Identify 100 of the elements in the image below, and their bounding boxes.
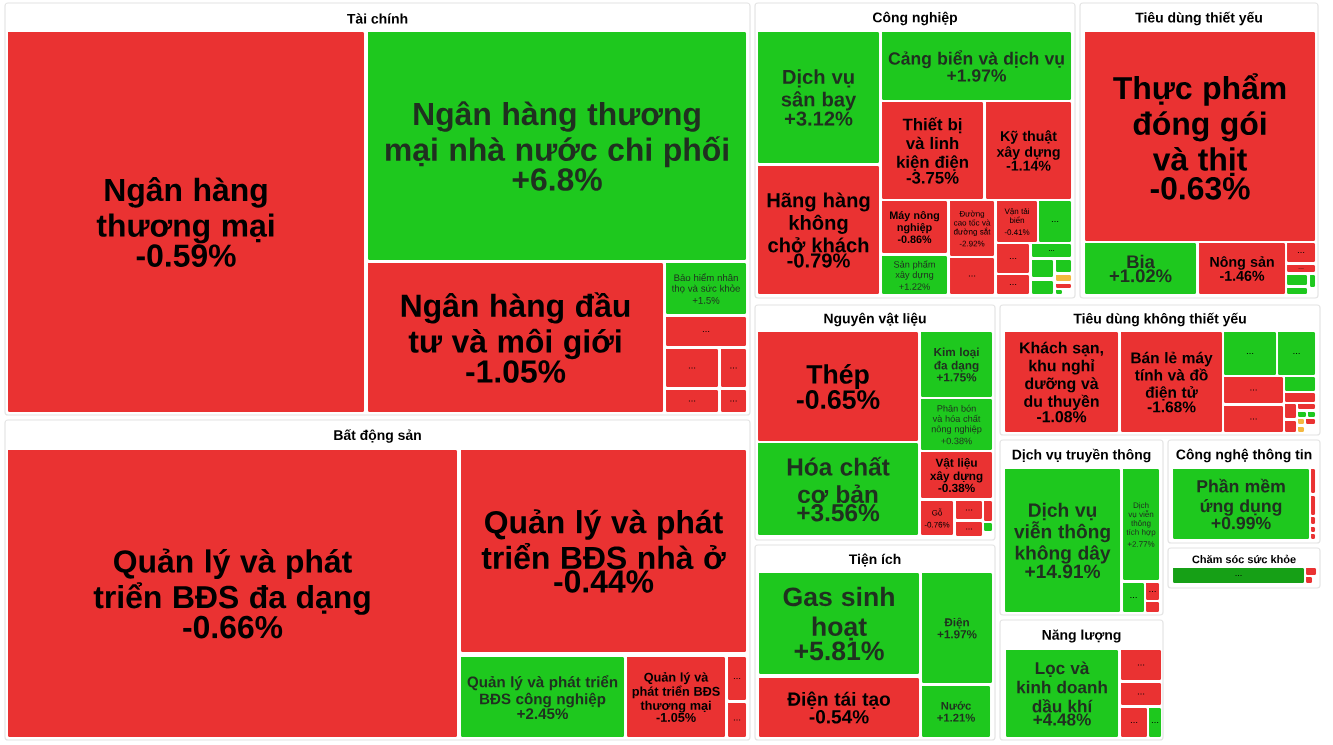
category-label: ...	[733, 719, 741, 721]
data-label: -0.63%	[1150, 177, 1250, 200]
category-label: ...	[688, 367, 696, 369]
category-label: Ngân hàng thương mại nhà nước chi phối	[386, 101, 728, 168]
category-label: Quản lý và phát triển BĐS đa dạng	[93, 548, 370, 615]
text: Dịch vụ truyền thông	[1012, 448, 1151, 463]
category-label: Bảo hiểm nhân thọ và sức khỏe	[671, 273, 740, 294]
data-label: -0.86%	[897, 235, 932, 244]
text: Năng lượng	[1042, 629, 1121, 643]
category-label: Cảng biển và dịch vụ	[888, 50, 1064, 69]
category-label: Sản phẩm xây dựng	[893, 260, 935, 280]
category-label: ...	[1235, 575, 1242, 576]
data-label: -1.08%	[1037, 411, 1087, 423]
data-label: +1.97%	[947, 69, 1007, 82]
data-label: -0.44%	[554, 570, 654, 593]
text: Chăm sóc sức khỏe	[1192, 554, 1296, 564]
category-label: ...	[1137, 664, 1145, 666]
category-label: Hãng hàng không chở khách	[767, 192, 870, 253]
category-label: Quản lý và phát triển BĐS nhà ở	[481, 509, 726, 570]
text: Nguyên vật liệu	[824, 312, 926, 327]
category-label: Phân bón và hóa chất nông nghiệp	[931, 404, 982, 435]
category-label: ...	[1130, 597, 1137, 599]
category-label: Quản lý và phát triển BĐS công nghiệp	[467, 674, 618, 708]
category-label: ...	[1250, 389, 1257, 391]
category-label: Nông sản	[1210, 256, 1274, 270]
data-label: -1.46%	[1220, 270, 1265, 281]
category-label: ...	[1149, 591, 1156, 593]
data-label: +1.75%	[936, 373, 977, 382]
text: Tiện ích	[848, 553, 901, 567]
data-label: -1.05%	[466, 360, 566, 383]
category-label: ...	[733, 678, 741, 680]
data-label: -0.65%	[796, 390, 880, 409]
data-label: +1.22%	[899, 283, 930, 290]
data-label: -1.05%	[656, 712, 696, 722]
category-label: Vật liệu xây dựng	[930, 457, 983, 483]
data-label: -0.79%	[787, 253, 850, 268]
category-label: ...	[1009, 258, 1017, 260]
data-label: +4.48%	[1033, 713, 1091, 726]
data-label: +5.81%	[794, 641, 884, 661]
category-label: ...	[730, 367, 737, 369]
data-label: +0.99%	[1211, 516, 1271, 530]
category-label: ...	[966, 528, 972, 530]
category-label: ...	[1009, 284, 1017, 286]
category-label: Lọc và kinh doanh dầu khí	[1017, 661, 1107, 713]
category-label: Nước	[941, 701, 971, 710]
data-label: -0.38%	[938, 483, 975, 493]
category-label: ...	[730, 400, 737, 402]
category-label: Hóa chất cơ bản	[787, 456, 890, 504]
data-label: -0.66%	[183, 615, 283, 639]
text: Tiêu dùng thiết yếu	[1135, 11, 1262, 26]
category-label: ...	[702, 331, 710, 333]
category-label: Gas sinh hoạt	[783, 586, 894, 641]
category-label: Ngân hàng thương mại	[96, 177, 274, 244]
category-label: Thép	[806, 364, 869, 390]
text: Tài chính	[347, 13, 408, 24]
text: Công nghiệp	[872, 11, 958, 26]
category-label: Phần mềm ứng dụng	[1197, 478, 1285, 516]
data-label: +3.12%	[784, 111, 853, 126]
category-label: Điện	[944, 617, 969, 629]
category-label: ...	[968, 275, 976, 277]
data-label: +1.02%	[1109, 269, 1172, 283]
data-label: -1.68%	[1147, 401, 1196, 413]
text: Tiêu dùng không thiết yếu	[1073, 312, 1246, 327]
category-label: ...	[1250, 418, 1257, 420]
category-label: ...	[1246, 353, 1254, 355]
category-label: Kim loại đa dạng	[934, 347, 979, 372]
category-label: ...	[1293, 353, 1300, 355]
data-label: +1.5%	[692, 296, 720, 304]
text: Bất động sản	[334, 429, 421, 443]
category-label: Thực phẩm đóng gói và thịt	[1113, 73, 1286, 177]
category-label: ...	[1137, 693, 1145, 695]
category-label: Thiết bị và linh kiện điện	[897, 117, 968, 171]
category-label: Kỹ thuật xây dựng	[996, 130, 1060, 160]
data-label: -1.14%	[1006, 160, 1051, 171]
data-label: -0.59%	[136, 244, 236, 267]
data-label: -3.75%	[906, 171, 959, 184]
data-label: +14.91%	[1025, 564, 1101, 579]
data-label: +0.38%	[941, 437, 972, 445]
category-label: Điện tái tạo	[787, 691, 890, 710]
category-label: Quản lý và phát triển BĐS thương mại	[632, 672, 720, 713]
category-label: Khách sạn, khu nghỉ dưỡng và du thuyền	[1020, 341, 1103, 411]
text: Công nghệ thông tin	[1176, 448, 1312, 463]
data-label: +6.8%	[512, 168, 602, 191]
category-label: Dịch vụ viễn thông không dây	[1014, 502, 1111, 564]
data-label: +2.45%	[517, 708, 568, 720]
category-label: ...	[1297, 252, 1305, 254]
data-label: +3.56%	[797, 504, 880, 522]
data-label: -0.54%	[809, 710, 869, 724]
category-label: Dịch vụ sân bay	[781, 69, 857, 111]
data-label: +1.21%	[937, 713, 975, 722]
category-label: Bán lẻ máy tính và đồ điện tử	[1131, 351, 1213, 401]
data-label: +1.97%	[937, 630, 977, 639]
category-label: ...	[688, 400, 696, 402]
category-label: ...	[1051, 221, 1059, 223]
category-label: ...	[1151, 722, 1159, 724]
category-label: Bia	[1127, 254, 1155, 269]
category-label: Ngân hàng đầu tư và môi giới	[401, 292, 630, 360]
category-label: ...	[1130, 722, 1138, 724]
category-label: Máy nông nghiệp	[890, 210, 940, 234]
category-label: ...	[965, 509, 973, 511]
